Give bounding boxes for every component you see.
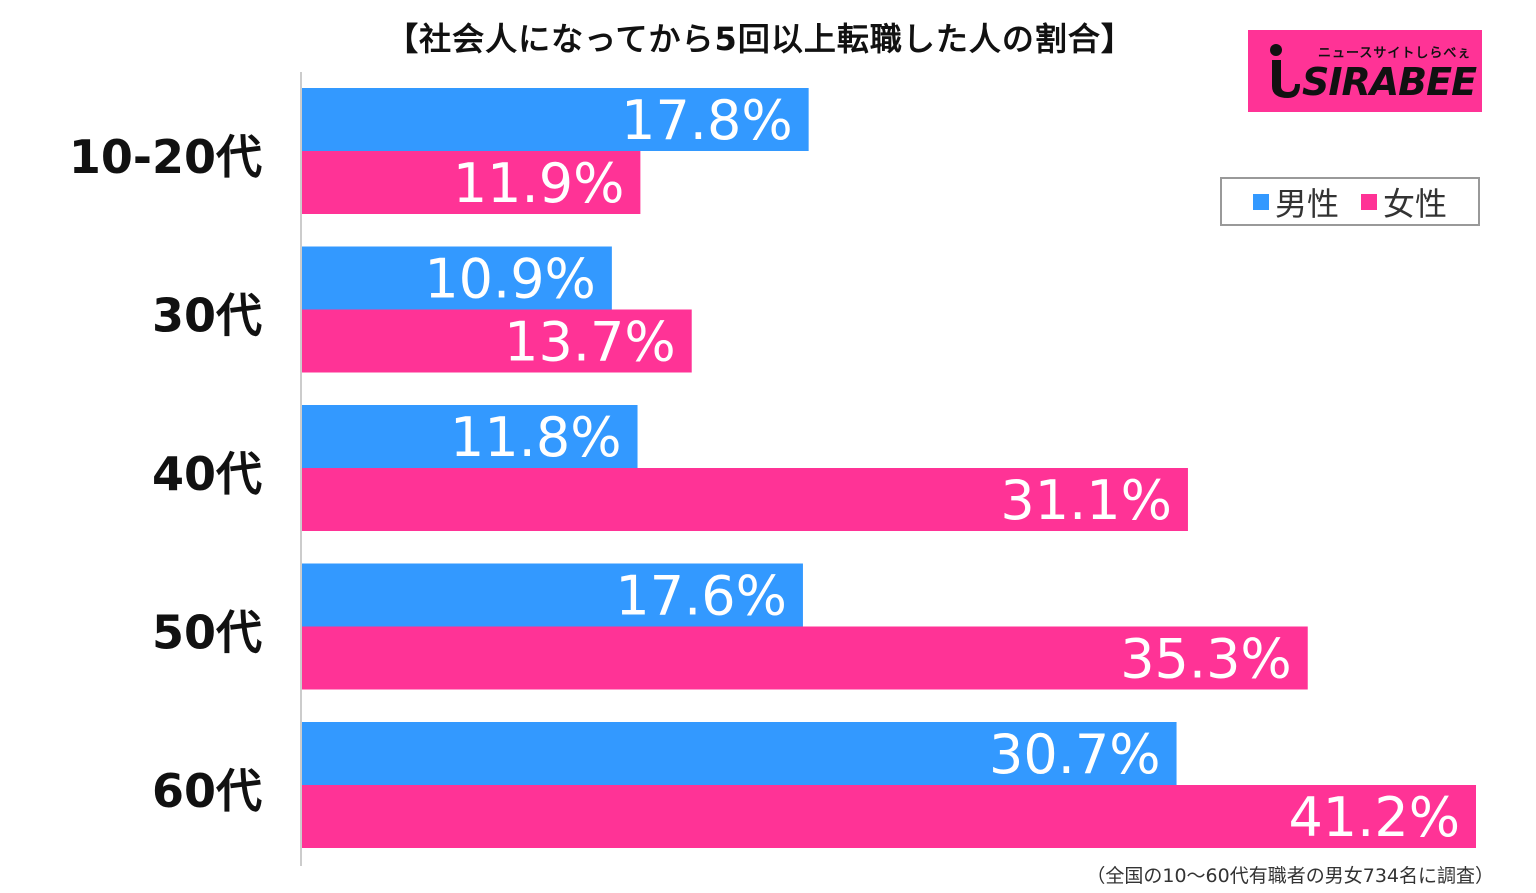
legend-label-male: 男性 bbox=[1274, 184, 1339, 223]
bar-female bbox=[301, 309, 692, 373]
data-label-female: 41.2% bbox=[1288, 786, 1460, 849]
bar-female bbox=[301, 626, 1308, 690]
category-label: 30代 bbox=[152, 289, 262, 343]
bar-female bbox=[301, 468, 1188, 531]
category-label: 50代 bbox=[152, 606, 262, 660]
category-label: 10-20代 bbox=[69, 130, 262, 184]
legend-label-female: 女性 bbox=[1383, 184, 1448, 223]
sirabee-logo: ニュースサイトしらべぇ SIRABEE bbox=[1248, 30, 1482, 112]
legend-item-male: 男性 bbox=[1252, 179, 1339, 225]
data-label-male: 17.6% bbox=[615, 564, 787, 627]
bar-male bbox=[301, 722, 1177, 785]
bar-male bbox=[301, 88, 809, 151]
bar-male bbox=[301, 405, 638, 468]
bars-layer bbox=[301, 88, 1476, 848]
data-label-female: 13.7% bbox=[504, 310, 676, 373]
logo-i-icon bbox=[1270, 44, 1300, 98]
category-label: 60代 bbox=[152, 764, 262, 818]
legend: 男性 女性 bbox=[1220, 177, 1480, 226]
data-label-female: 31.1% bbox=[1000, 469, 1172, 532]
legend-swatch-female bbox=[1361, 193, 1377, 210]
data-label-male: 17.8% bbox=[621, 89, 793, 152]
footnote: （全国の10～60代有職者の男女734名に調査） bbox=[1086, 865, 1494, 887]
data-label-male: 30.7% bbox=[989, 723, 1161, 786]
legend-item-female: 女性 bbox=[1361, 179, 1447, 225]
bar-male bbox=[301, 246, 612, 310]
legend-swatch-male bbox=[1252, 193, 1269, 210]
category-label: 40代 bbox=[152, 447, 262, 501]
bar-male bbox=[301, 563, 803, 627]
data-label-male: 11.8% bbox=[450, 406, 622, 469]
bar-female bbox=[301, 151, 641, 214]
chart-title: 【社会人になってから5回以上転職した人の割合】 bbox=[386, 20, 1134, 58]
bar-female bbox=[301, 785, 1476, 848]
logo-tagline: ニュースサイトしらべぇ bbox=[1318, 46, 1472, 61]
labels-layer: 10-20代 17.8%11.9% 30代 10.9%13.7% 40代 11.8% 31.… bbox=[69, 89, 1460, 849]
logo-wordmark: SIRABEE bbox=[1302, 60, 1477, 104]
data-label-female: 35.3% bbox=[1120, 627, 1292, 690]
data-label-male: 10.9% bbox=[424, 247, 596, 310]
data-label-female: 11.9% bbox=[453, 152, 625, 215]
